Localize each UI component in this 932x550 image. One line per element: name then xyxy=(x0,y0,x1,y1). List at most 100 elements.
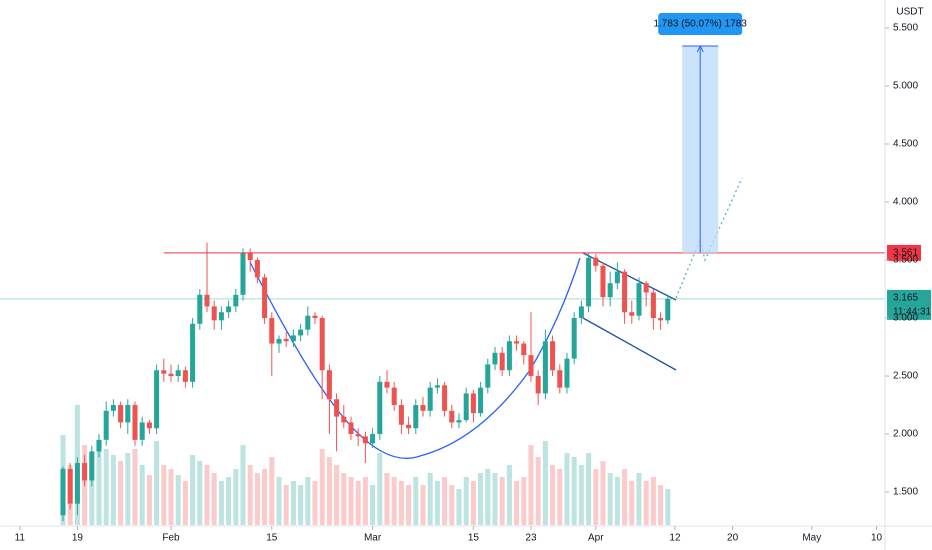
candle-body xyxy=(254,260,260,278)
candle-body xyxy=(665,298,671,321)
candle-body xyxy=(283,338,289,342)
y-tick-label: 4.500 xyxy=(893,139,918,150)
y-tick-label: 2.500 xyxy=(893,371,918,382)
candle-body xyxy=(413,405,419,429)
candle-body xyxy=(226,306,232,313)
candle-body xyxy=(139,422,145,440)
volume-bar xyxy=(384,473,390,525)
candle-body xyxy=(74,463,80,504)
candle-body xyxy=(542,341,548,394)
volume-bar xyxy=(334,465,340,525)
candle-body xyxy=(434,385,440,388)
candle-body xyxy=(305,315,311,330)
candle-body xyxy=(132,405,138,440)
volume-bar xyxy=(233,469,239,525)
volume-bar xyxy=(89,455,95,525)
volume-bar xyxy=(593,469,599,525)
y-tick-label: 4.000 xyxy=(893,197,918,208)
y-tick-label: 3.000 xyxy=(893,313,918,324)
volume-bar xyxy=(326,457,332,525)
y-tick-label: 5.000 xyxy=(893,81,918,92)
candle-body xyxy=(420,405,426,411)
last-price-label: 3.165 xyxy=(893,293,918,304)
candle-body xyxy=(161,370,167,374)
last-price-tag xyxy=(887,289,931,320)
x-tick-label: 15 xyxy=(266,533,278,544)
x-tick-label: Mar xyxy=(364,533,382,544)
volume-bar xyxy=(197,461,203,525)
candle-body xyxy=(326,370,332,400)
candle-body xyxy=(370,434,376,444)
volume-bar xyxy=(406,485,412,525)
volume-bar xyxy=(182,481,188,525)
volume-bar xyxy=(665,489,671,525)
countdown-label: 11:44:31 xyxy=(893,307,932,318)
candle-body xyxy=(643,283,649,293)
candle-body xyxy=(528,355,534,377)
volume-bar xyxy=(312,481,318,525)
volume-bar xyxy=(650,477,656,525)
target-label: 1.783 (50.07%) 1783 xyxy=(653,19,747,30)
volume-bar xyxy=(485,469,491,525)
candle-body xyxy=(492,352,498,365)
candle-body xyxy=(204,294,210,307)
volume-bar xyxy=(636,473,642,525)
volume-bar xyxy=(542,441,548,525)
candle-body xyxy=(218,312,224,321)
y-tick-label: 1.500 xyxy=(893,487,918,498)
x-tick-label: 23 xyxy=(525,533,537,544)
candle-body xyxy=(355,434,361,437)
volume-bar xyxy=(254,473,260,525)
resistance-label: 3.561 xyxy=(893,248,918,259)
candle-body xyxy=(658,318,664,321)
candle-body xyxy=(67,468,73,504)
channel-bottom xyxy=(582,317,677,371)
resistance-tag xyxy=(887,244,921,261)
candle-body xyxy=(600,265,606,298)
x-tick-label: Apr xyxy=(588,533,604,544)
volume-bar xyxy=(377,453,383,525)
x-tick-label: 20 xyxy=(727,533,739,544)
volume-bar xyxy=(521,477,527,525)
volume-bar xyxy=(420,485,426,525)
candle-body xyxy=(586,257,592,307)
drawings-layer xyxy=(249,177,743,459)
candle-body xyxy=(578,306,584,319)
volume-bar xyxy=(204,465,210,525)
candle-body xyxy=(298,329,304,336)
volume-bar xyxy=(442,477,448,525)
volume-bar xyxy=(578,465,584,525)
candle-body xyxy=(182,370,188,382)
volume-bar xyxy=(262,469,268,525)
volume-bar xyxy=(478,473,484,525)
candle-body xyxy=(622,271,628,313)
volume-bar xyxy=(110,455,116,525)
y-tick-label: 3.500 xyxy=(893,255,918,266)
volume-bar xyxy=(362,477,368,525)
candle-body xyxy=(211,306,217,321)
candle-body xyxy=(334,399,340,417)
volume-bar xyxy=(190,455,196,525)
volume-bar xyxy=(146,475,152,525)
candle-body xyxy=(240,253,246,295)
candle-body xyxy=(197,294,203,324)
volume-bar xyxy=(139,465,145,525)
candle-body xyxy=(276,338,282,344)
volume-bar xyxy=(643,481,649,525)
volume-bar xyxy=(463,477,469,525)
candle-body xyxy=(398,405,404,425)
volume-bar xyxy=(506,465,512,525)
volume-bar xyxy=(564,453,570,525)
x-tick-label: 11 xyxy=(15,533,26,544)
candle-body xyxy=(614,271,620,284)
candle-body xyxy=(571,318,577,359)
candle-body xyxy=(650,292,656,319)
candle-body xyxy=(60,468,66,516)
channel-top xyxy=(582,252,677,301)
candle-body xyxy=(96,439,102,452)
candle-body xyxy=(89,451,95,481)
candle-body xyxy=(103,410,109,440)
volume-bar xyxy=(298,485,304,525)
volume-bar xyxy=(319,449,325,525)
